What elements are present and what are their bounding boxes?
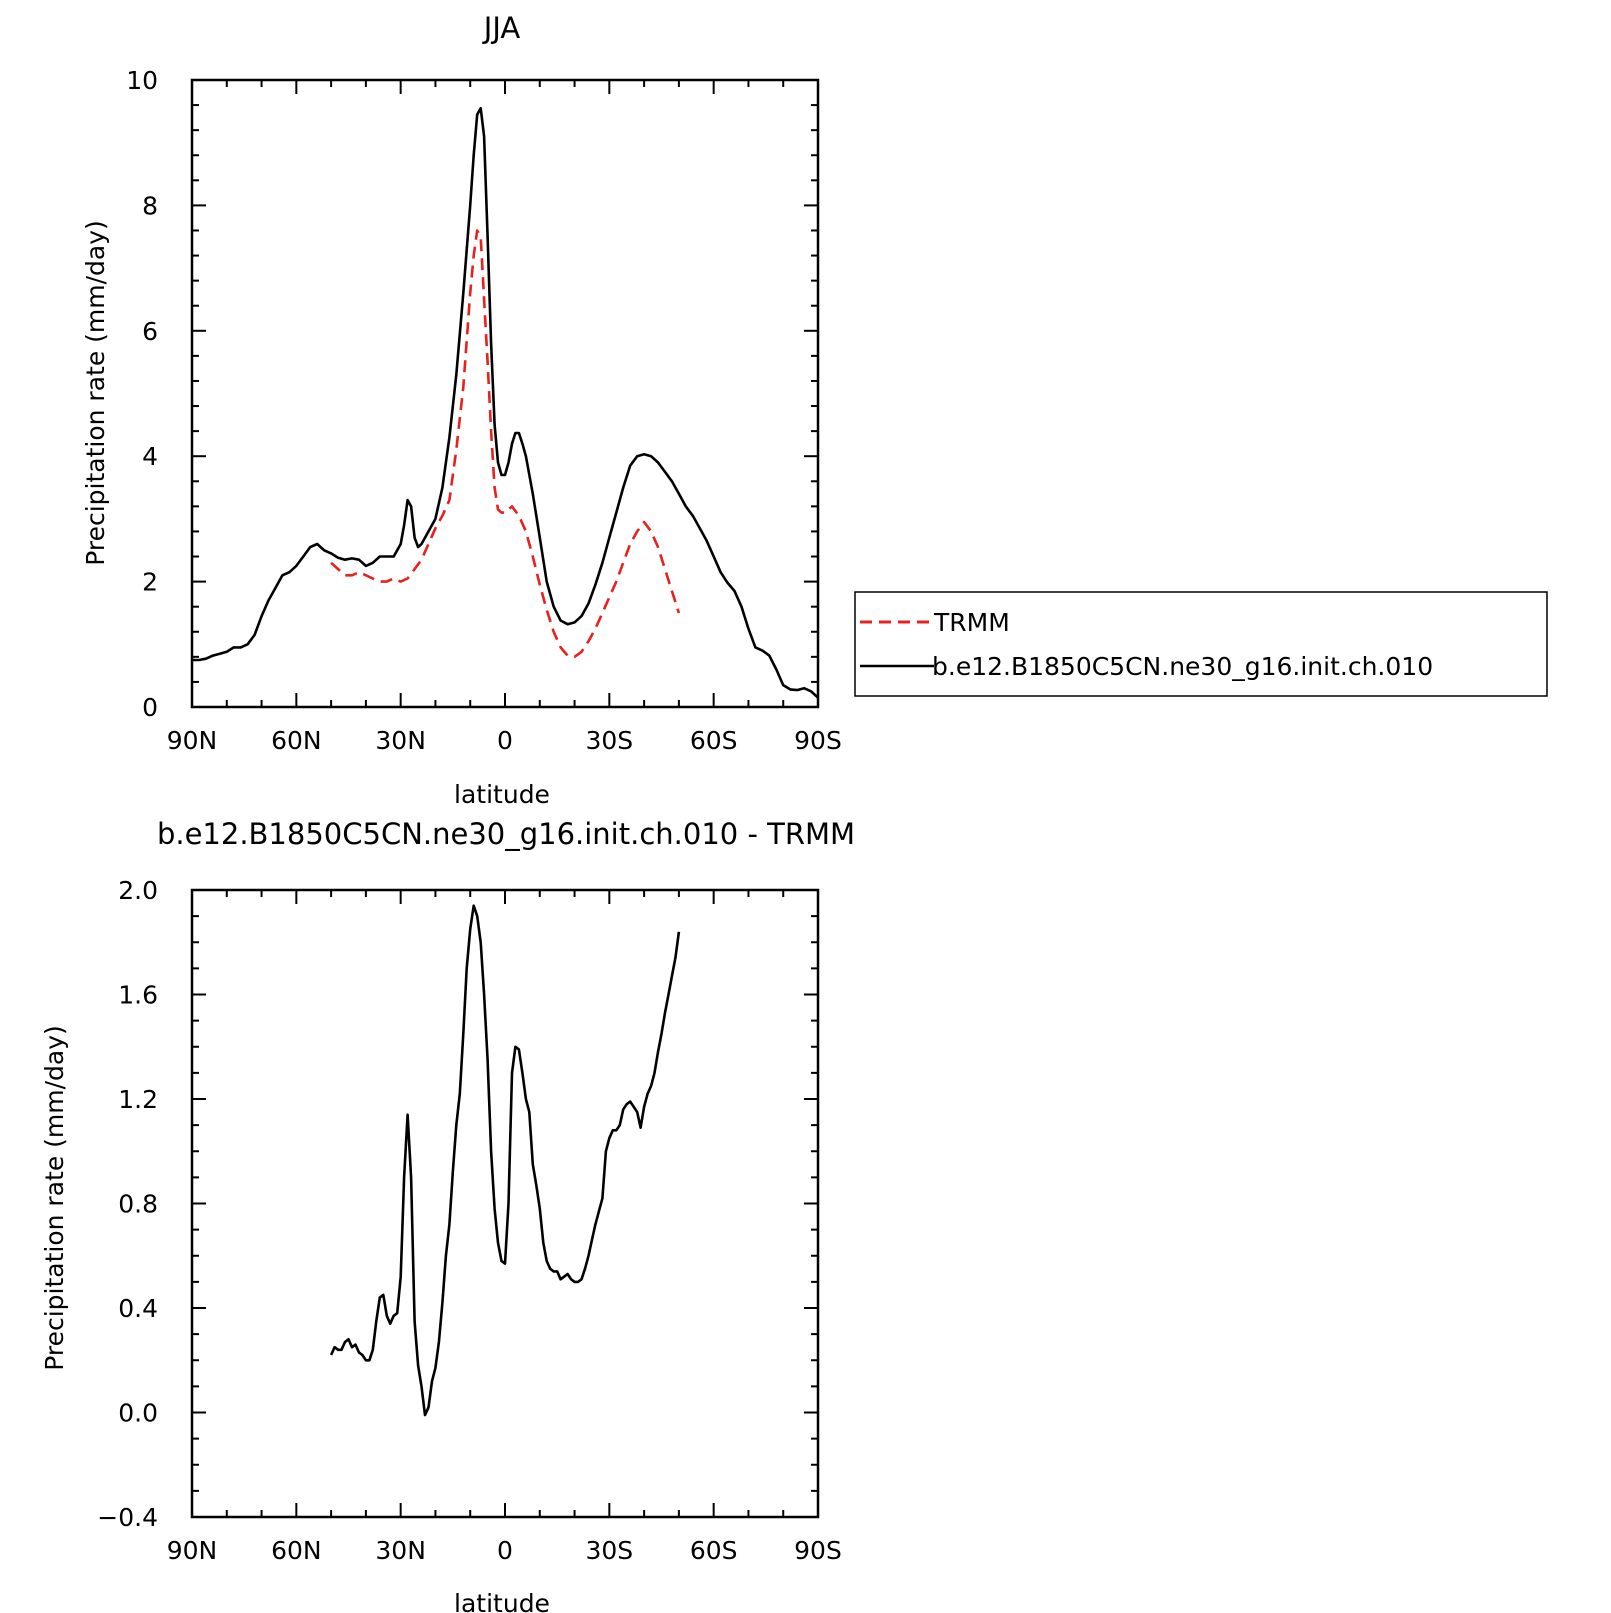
x-tick-label: 90N — [167, 1536, 218, 1565]
x-tick-label: 0 — [497, 726, 513, 755]
bottom-panel: b.e12.B1850C5CN.ne30_g16.init.ch.010 - T… — [40, 817, 855, 1613]
y-tick-label: 1.2 — [118, 1085, 158, 1114]
x-tick-label: 90S — [794, 1536, 842, 1565]
x-tick-label: 60S — [690, 726, 738, 755]
y-axis-label: Precipitation rate (mm/day) — [81, 220, 110, 566]
y-tick-label: 0 — [142, 693, 158, 722]
plot-area: 90N 60N 30N 0 30S 60S 90S 0 2 4 6 8 10 — [126, 66, 842, 755]
x-tick-label: 30S — [585, 1536, 633, 1565]
y-tick-label: 2.0 — [118, 876, 158, 905]
series-line-difference — [329, 904, 681, 1417]
y-tick-label: −0.4 — [97, 1503, 158, 1532]
plot-frame — [190, 78, 820, 709]
legend: TRMM b.e12.B1850C5CN.ne30_g16.init.ch.01… — [854, 591, 1548, 697]
x-tick-label: 0 — [497, 1536, 513, 1565]
y-tick-label: 0.0 — [118, 1399, 158, 1428]
chart-title: b.e12.B1850C5CN.ne30_g16.init.ch.010 - T… — [157, 817, 855, 851]
y-tick-label: 0.8 — [118, 1190, 158, 1219]
x-axis-label: latitude — [454, 780, 550, 809]
x-tick-label: 90S — [794, 726, 842, 755]
y-tick-label: 10 — [126, 66, 158, 95]
series-line-model — [192, 106, 819, 699]
legend-label-model: b.e12.B1850C5CN.ne30_g16.init.ch.010 — [932, 652, 1433, 681]
y-tick-label: 4 — [142, 442, 158, 471]
chart-title: JJA — [482, 11, 521, 45]
x-tick-label: 30N — [375, 1536, 426, 1565]
plot-frame — [190, 888, 820, 1519]
x-tick-label: 90N — [167, 726, 218, 755]
legend-label-trmm: TRMM — [933, 608, 1010, 637]
legend-box — [854, 591, 1548, 697]
x-tick-label: 60N — [271, 726, 322, 755]
x-tick-label: 60N — [271, 1536, 322, 1565]
y-tick-label: 1.6 — [118, 981, 158, 1010]
y-tick-label: 8 — [142, 191, 158, 220]
y-axis-label: Precipitation rate (mm/day) — [40, 1025, 69, 1371]
series-line-trmm — [330, 229, 681, 659]
y-tick-label: 6 — [142, 317, 158, 346]
x-tick-label: 30S — [585, 726, 633, 755]
x-axis-label: latitude — [454, 1589, 550, 1613]
y-tick-label: 2 — [142, 568, 158, 597]
x-tick-label: 60S — [690, 1536, 738, 1565]
y-tick-label: 0.4 — [118, 1294, 158, 1323]
plot-area: 90N 60N 30N 0 30S 60S 90S −0.4 0.0 0.4 0.8 1.2 1.6 2.… — [97, 876, 842, 1565]
x-tick-label: 30N — [375, 726, 426, 755]
